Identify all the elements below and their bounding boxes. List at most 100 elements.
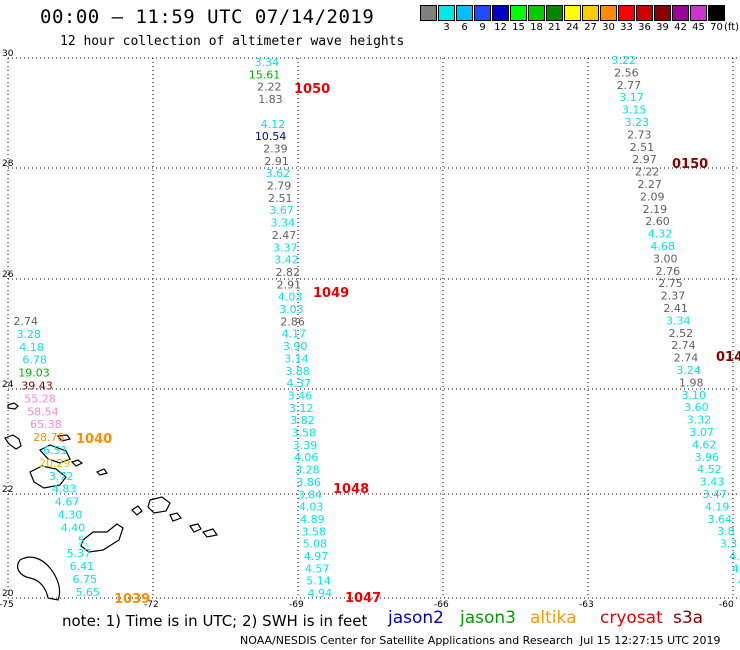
wave-height-value: 3.24	[676, 364, 701, 377]
wave-height-value: 3.47	[702, 488, 727, 501]
longitude-tick-label: -66	[434, 600, 449, 608]
wave-height-value: 19.03	[18, 367, 50, 380]
wave-height-value: 2.47	[272, 229, 297, 242]
wave-height-value: 4.40	[61, 521, 86, 534]
wave-height-value: 3.22	[612, 54, 637, 67]
wave-height-value: 4.83	[52, 483, 77, 496]
legend-swatch	[510, 5, 527, 21]
wave-height-value: 3.88	[285, 365, 310, 378]
wave-height-value: 3.28	[16, 328, 41, 341]
legend-swatch	[636, 5, 653, 21]
island-outline	[131, 505, 143, 516]
legend-label: 3	[443, 22, 450, 33]
wave-height-value: 2.19	[643, 203, 668, 216]
legend-swatch	[618, 5, 635, 21]
legend-swatch	[672, 5, 689, 21]
wave-height-value: 3.64	[708, 513, 733, 526]
legend-label: 30	[602, 22, 615, 33]
wave-height-value: 3.86	[296, 476, 321, 489]
legend-label: 36	[638, 22, 651, 33]
wave-height-value: 4.52	[697, 463, 722, 476]
wave-height-value: 4.18	[19, 341, 44, 354]
wave-height-value: 3.58	[291, 427, 316, 440]
satellite-jason2-label: jason2	[388, 608, 444, 628]
wave-height-value: 4.67	[55, 496, 80, 509]
legend-swatch	[474, 5, 491, 21]
wave-height-value: 3.42	[274, 254, 299, 267]
wave-height-value: 4.30	[58, 509, 83, 522]
wave-height-value: 3.46	[288, 389, 313, 402]
wave-height-value: 2.41	[663, 302, 688, 315]
wave-height-value: 2.27	[637, 178, 662, 191]
legend-label: 24	[566, 22, 579, 33]
legend-swatch	[690, 5, 707, 21]
wave-height-value: 58.54	[27, 405, 59, 418]
legend-swatch	[582, 5, 599, 21]
wave-height-value: 3.37	[273, 241, 298, 254]
satellite-altika-label: altika	[530, 608, 577, 628]
wave-height-value: 3.00	[653, 252, 678, 265]
wave-height-value: 2.73	[627, 128, 652, 141]
wave-height-value: 10.54	[255, 130, 287, 143]
wave-height-value: 2.74	[14, 315, 39, 328]
wave-height-value: 2.74	[671, 339, 696, 352]
wave-height-value: 2.97	[632, 153, 657, 166]
track-time-label: 1040	[76, 432, 112, 447]
color-scale-legend: 3 6 9 12 15 18 21 24 27 30 33 36 39 42 45 70 (ft)	[420, 5, 739, 39]
island-outline	[56, 434, 72, 442]
legend-swatch	[438, 5, 455, 21]
legend-label: 39	[656, 22, 669, 33]
wave-height-value: 2.22	[257, 81, 282, 94]
wave-height-value: 5.65	[76, 586, 101, 599]
wave-height-value: 2.77	[617, 79, 642, 92]
legend-label: 12	[494, 22, 507, 33]
wave-height-value: 4.62	[692, 438, 717, 451]
wave-height-value: 3.60	[684, 401, 709, 414]
wave-height-value: 2.56	[614, 66, 639, 79]
latitude-tick-label: 24	[2, 380, 14, 390]
island-outline	[147, 496, 171, 514]
island-outline	[4, 434, 22, 450]
wave-height-value: 6.41	[70, 560, 95, 573]
legend-swatch	[546, 5, 563, 21]
island-outline	[39, 444, 71, 464]
page-title: 00:00 – 11:59 UTC 07/14/2019	[40, 6, 375, 28]
longitude-tick-label: -60	[719, 600, 734, 608]
wave-height-value: 2.82	[275, 266, 300, 279]
credit-line: NOAA/NESDIS Center for Satellite Applica…	[240, 634, 574, 647]
wave-height-value: 2.51	[630, 141, 655, 154]
legend-swatch	[528, 5, 545, 21]
track-time-label: 1039	[114, 592, 150, 607]
island-outline	[201, 528, 218, 538]
legend-label: 42	[674, 22, 687, 33]
island-outline	[70, 459, 84, 467]
wave-height-value: 3.34	[255, 56, 280, 69]
wave-height-value: 3.82	[290, 414, 315, 427]
wave-height-value: 2.91	[277, 278, 302, 291]
wave-height-value: 2.91	[264, 155, 289, 168]
legend-swatch	[600, 5, 617, 21]
track-time-label: 1047	[345, 591, 381, 606]
generated-timestamp: Jul 15 12:27:15 UTC 2019	[580, 634, 721, 647]
wave-height-value: 3.07	[689, 426, 714, 439]
legend-label: 6	[461, 22, 468, 33]
track-time-label: 1050	[294, 82, 330, 97]
island-outline	[29, 465, 67, 489]
wave-height-value: 4.32	[648, 228, 673, 241]
wave-height-value: 2.39	[263, 142, 288, 155]
wave-height-value: 4.37	[287, 377, 312, 390]
wave-height-value: 6.75	[73, 573, 98, 586]
wave-height-value: 3.34	[271, 217, 296, 230]
wave-height-value: 1.98	[679, 376, 704, 389]
island-outline	[169, 512, 182, 522]
wave-height-value: 3.8	[717, 525, 735, 538]
satellite-cryosat-label: cryosat	[600, 608, 663, 628]
wave-height-value: 2.79	[267, 180, 292, 193]
legend-label: 27	[584, 22, 597, 33]
latitude-tick-label: 30	[2, 49, 14, 59]
wave-height-value: 4.57	[305, 562, 330, 575]
wave-height-value: 2.74	[674, 352, 699, 365]
wave-height-value: 3.12	[289, 402, 314, 415]
track-time-label: 014	[716, 350, 740, 365]
